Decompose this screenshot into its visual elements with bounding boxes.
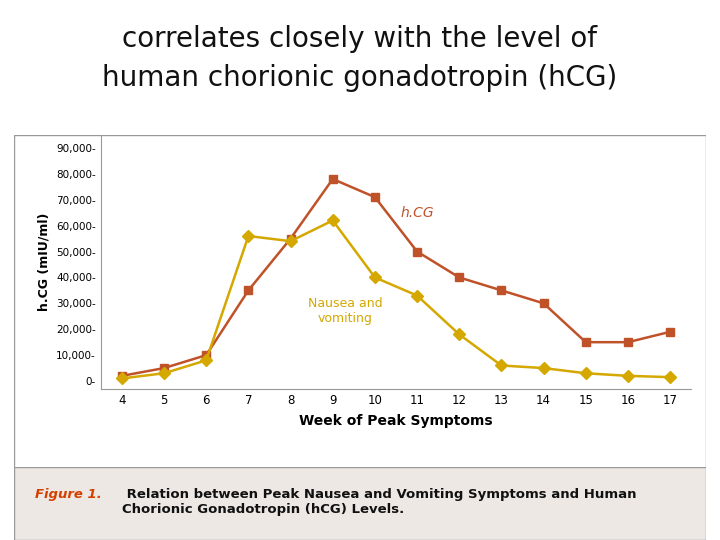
Text: correlates closely with the level of
human chorionic gonadotropin (hCG): correlates closely with the level of hum… — [102, 25, 618, 92]
Text: Figure 1.: Figure 1. — [35, 488, 102, 501]
Text: Relation between Peak Nausea and Vomiting Symptoms and Human
Chorionic Gonadotro: Relation between Peak Nausea and Vomitin… — [122, 488, 636, 516]
FancyBboxPatch shape — [14, 467, 706, 540]
X-axis label: Week of Peak Symptoms: Week of Peak Symptoms — [300, 414, 492, 428]
Text: Nausea and
vomiting: Nausea and vomiting — [308, 297, 383, 325]
Text: h.CG: h.CG — [400, 206, 434, 220]
Y-axis label: h.CG (mIU/ml): h.CG (mIU/ml) — [37, 213, 50, 311]
